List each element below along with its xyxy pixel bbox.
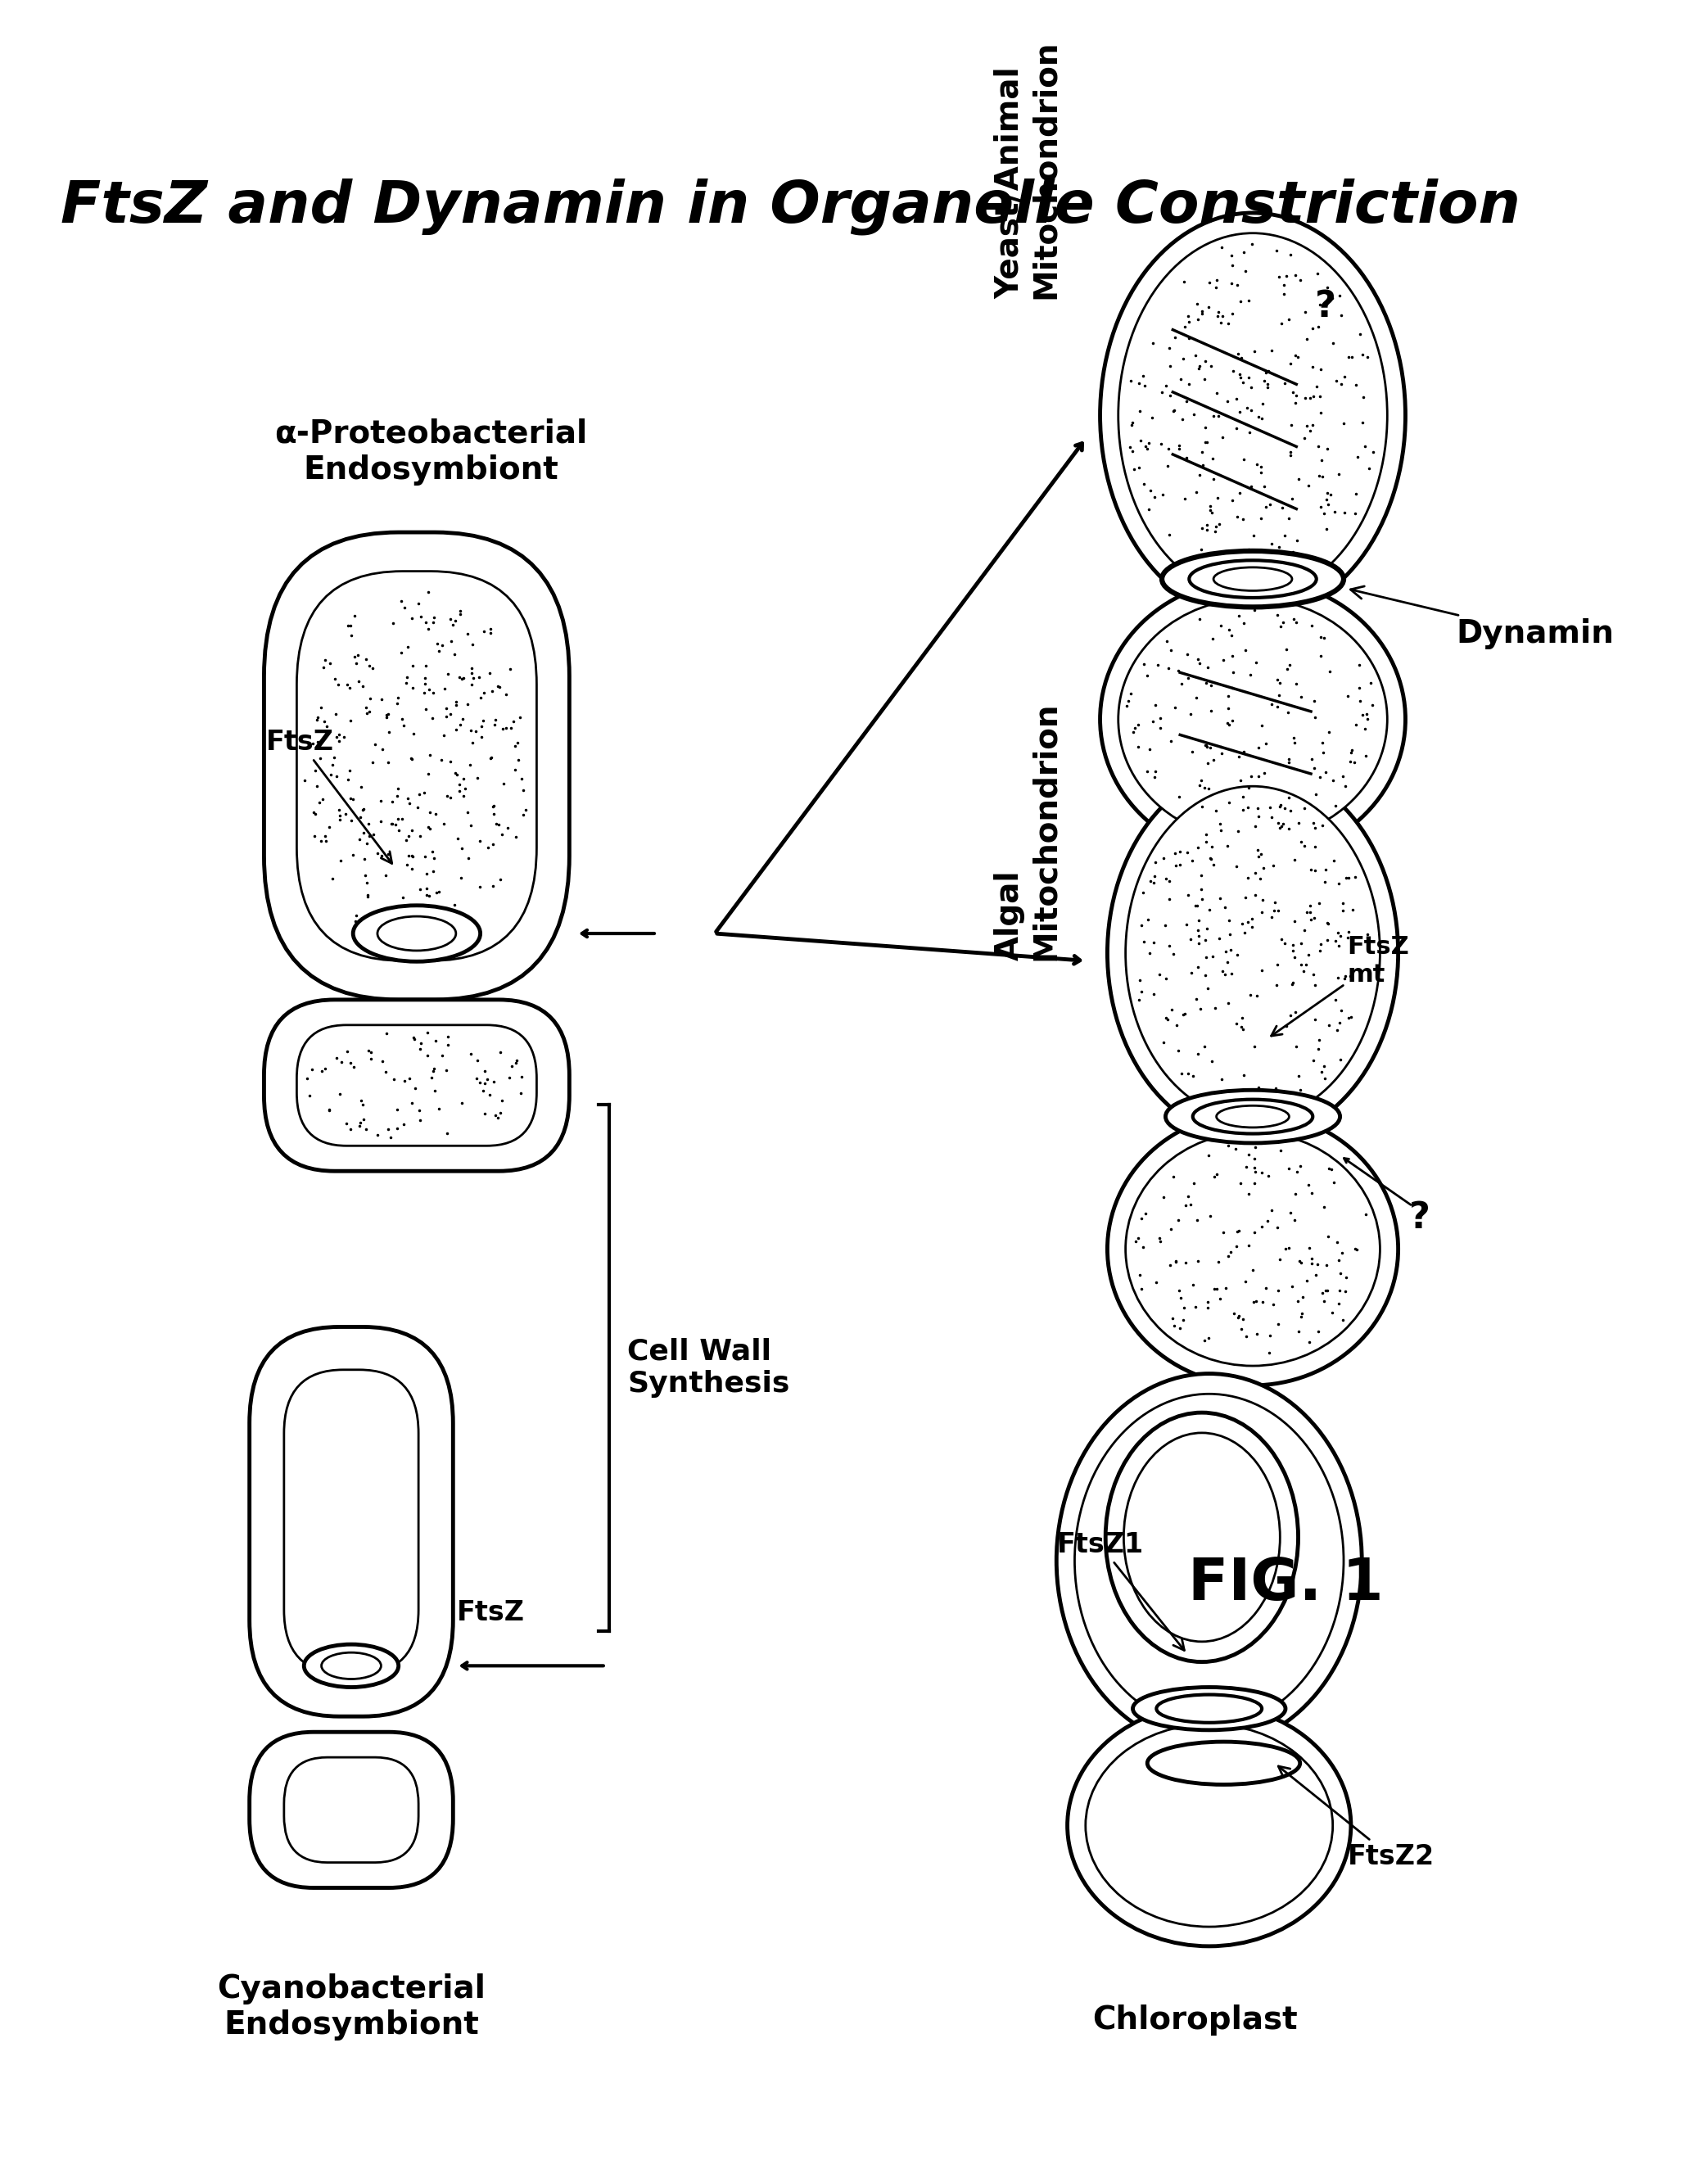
- FancyBboxPatch shape: [272, 539, 562, 993]
- FancyBboxPatch shape: [297, 1026, 536, 1146]
- Ellipse shape: [1119, 598, 1387, 840]
- FancyBboxPatch shape: [249, 1731, 453, 1888]
- Ellipse shape: [1213, 568, 1291, 592]
- Ellipse shape: [304, 1644, 398, 1687]
- Ellipse shape: [1107, 766, 1399, 1140]
- FancyBboxPatch shape: [284, 1757, 418, 1862]
- FancyBboxPatch shape: [280, 1013, 553, 1157]
- Text: Algal
Mitochondrion: Algal Mitochondrion: [994, 701, 1061, 961]
- Text: FtsZ: FtsZ: [266, 729, 391, 864]
- Ellipse shape: [1192, 1100, 1313, 1133]
- Text: Cell Wall
Synthesis: Cell Wall Synthesis: [627, 1338, 789, 1397]
- Ellipse shape: [321, 1653, 381, 1679]
- FancyBboxPatch shape: [249, 1327, 453, 1716]
- Ellipse shape: [1132, 1687, 1286, 1731]
- Ellipse shape: [1156, 1694, 1262, 1722]
- Text: FtsZ2: FtsZ2: [1278, 1766, 1435, 1871]
- Ellipse shape: [1086, 1725, 1332, 1928]
- Ellipse shape: [1100, 214, 1406, 618]
- FancyBboxPatch shape: [272, 1006, 562, 1164]
- Ellipse shape: [1119, 234, 1387, 598]
- Text: FtsZ and Dynamin in Organelle Constriction: FtsZ and Dynamin in Organelle Constricti…: [60, 177, 1520, 236]
- FancyBboxPatch shape: [280, 546, 553, 987]
- Ellipse shape: [1126, 786, 1380, 1120]
- FancyBboxPatch shape: [265, 1340, 437, 1703]
- FancyBboxPatch shape: [265, 1746, 437, 1873]
- Ellipse shape: [1057, 1373, 1361, 1749]
- Text: FtsZ1: FtsZ1: [1057, 1532, 1184, 1650]
- Ellipse shape: [1124, 1432, 1279, 1642]
- Text: Dynamin: Dynamin: [1351, 587, 1614, 648]
- FancyBboxPatch shape: [265, 1000, 569, 1170]
- Text: ?: ?: [1409, 1201, 1431, 1236]
- Ellipse shape: [1165, 1089, 1341, 1144]
- Text: FtsZ
mt: FtsZ mt: [1271, 934, 1409, 1037]
- Text: α-Proteobacterial
Endosymbiont: α-Proteobacterial Endosymbiont: [275, 419, 588, 485]
- Ellipse shape: [1216, 1105, 1290, 1126]
- Text: FtsZ: FtsZ: [456, 1600, 524, 1626]
- FancyBboxPatch shape: [258, 1334, 446, 1709]
- FancyBboxPatch shape: [258, 1740, 446, 1882]
- Text: Chloroplast: Chloroplast: [1091, 2004, 1296, 2037]
- FancyBboxPatch shape: [284, 1369, 418, 1674]
- FancyBboxPatch shape: [265, 533, 569, 1000]
- Ellipse shape: [1074, 1395, 1344, 1727]
- Ellipse shape: [1189, 561, 1317, 598]
- FancyBboxPatch shape: [297, 572, 536, 961]
- Ellipse shape: [354, 906, 480, 961]
- Ellipse shape: [1068, 1705, 1351, 1947]
- Ellipse shape: [1126, 1133, 1380, 1367]
- Ellipse shape: [1105, 1412, 1298, 1661]
- Ellipse shape: [377, 917, 456, 950]
- Text: ?: ?: [1315, 288, 1336, 323]
- Ellipse shape: [1107, 1113, 1399, 1386]
- Text: Cyanobacterial
Endosymbiont: Cyanobacterial Endosymbiont: [217, 1973, 485, 2041]
- Ellipse shape: [1100, 578, 1406, 860]
- Text: FIG. 1: FIG. 1: [1189, 1556, 1383, 1613]
- Ellipse shape: [1148, 1742, 1300, 1784]
- Text: Yeast/Animal
Mitochondrion: Yeast/Animal Mitochondrion: [994, 39, 1061, 299]
- Ellipse shape: [1161, 550, 1344, 607]
